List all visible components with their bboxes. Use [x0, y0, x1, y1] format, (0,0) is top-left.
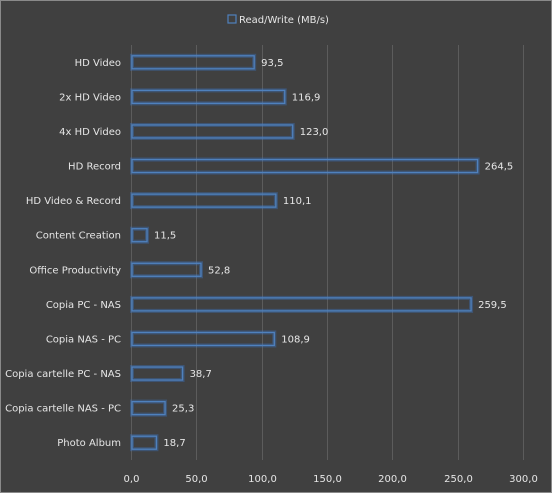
category-label: Content Creation	[36, 231, 121, 242]
value-label: 264,5	[485, 162, 514, 173]
bar-glow	[130, 226, 150, 244]
bar-glow	[130, 88, 287, 106]
bar-glow	[130, 295, 474, 313]
category-label: Copia NAS - PC	[46, 334, 121, 345]
value-label: 25,3	[172, 404, 194, 415]
value-label: 18,7	[163, 438, 185, 449]
bar	[131, 262, 202, 277]
bar	[131, 193, 277, 208]
x-tick-label: 0,0	[124, 474, 140, 485]
value-label: 108,9	[281, 334, 310, 345]
bar-glow	[130, 261, 203, 279]
value-label: 116,9	[292, 92, 321, 103]
category-label: Copia cartelle NAS - PC	[5, 404, 121, 415]
x-axis-tick-labels: 0,0 50,0 100,0 150,0 200,0 250,0 300,0	[124, 474, 538, 485]
x-tick-label: 150,0	[313, 474, 342, 485]
value-label: 52,8	[208, 265, 230, 276]
x-tick-label: 50,0	[185, 474, 207, 485]
x-tick-label: 300,0	[509, 474, 538, 485]
bar-glow	[130, 122, 295, 140]
bar	[131, 366, 184, 381]
value-labels: 93,5 116,9 123,0 264,5 110,1 11,5 52,8 259,5 108…	[154, 58, 513, 449]
bar	[131, 124, 294, 139]
bar	[131, 89, 286, 105]
bars	[130, 53, 480, 452]
bar-glow	[130, 157, 480, 175]
bar	[131, 435, 158, 450]
value-label: 11,5	[154, 231, 176, 242]
category-labels: HD Video 2x HD Video 4x HD Video HD Record H…	[5, 58, 121, 449]
legend-label: Read/Write (MB/s)	[239, 15, 329, 26]
bar-glow	[130, 434, 159, 452]
bar-glow	[130, 399, 168, 417]
bar	[131, 228, 148, 243]
value-label: 38,7	[190, 369, 212, 380]
legend-swatch	[227, 14, 237, 24]
value-label: 110,1	[283, 196, 312, 207]
bar	[131, 400, 166, 416]
category-label: HD Video & Record	[26, 196, 121, 207]
bar	[131, 158, 479, 174]
grid-lines	[131, 45, 524, 460]
bar	[131, 297, 472, 312]
category-label: HD Record	[68, 162, 121, 173]
category-label: HD Video	[75, 58, 121, 69]
bar-glow	[130, 330, 277, 348]
category-label: Office Productivity	[29, 265, 121, 276]
x-tick-label: 100,0	[248, 474, 277, 485]
value-label: 93,5	[261, 58, 283, 69]
bar-glow	[130, 192, 278, 210]
bar	[131, 331, 275, 347]
x-tick-label: 200,0	[378, 474, 407, 485]
category-label: Copia cartelle PC - NAS	[5, 369, 121, 380]
category-label: 4x HD Video	[59, 127, 121, 138]
bar	[131, 55, 255, 70]
category-label: Copia PC - NAS	[46, 300, 121, 311]
value-label: 123,0	[300, 127, 329, 138]
category-label: Photo Album	[57, 438, 121, 449]
category-label: 2x HD Video	[59, 92, 121, 103]
x-tick-label: 250,0	[444, 474, 473, 485]
value-label: 259,5	[478, 300, 507, 311]
chart-legend: Read/Write (MB/s)	[227, 14, 329, 26]
bar-glow	[130, 365, 185, 383]
bar-glow	[130, 53, 257, 71]
